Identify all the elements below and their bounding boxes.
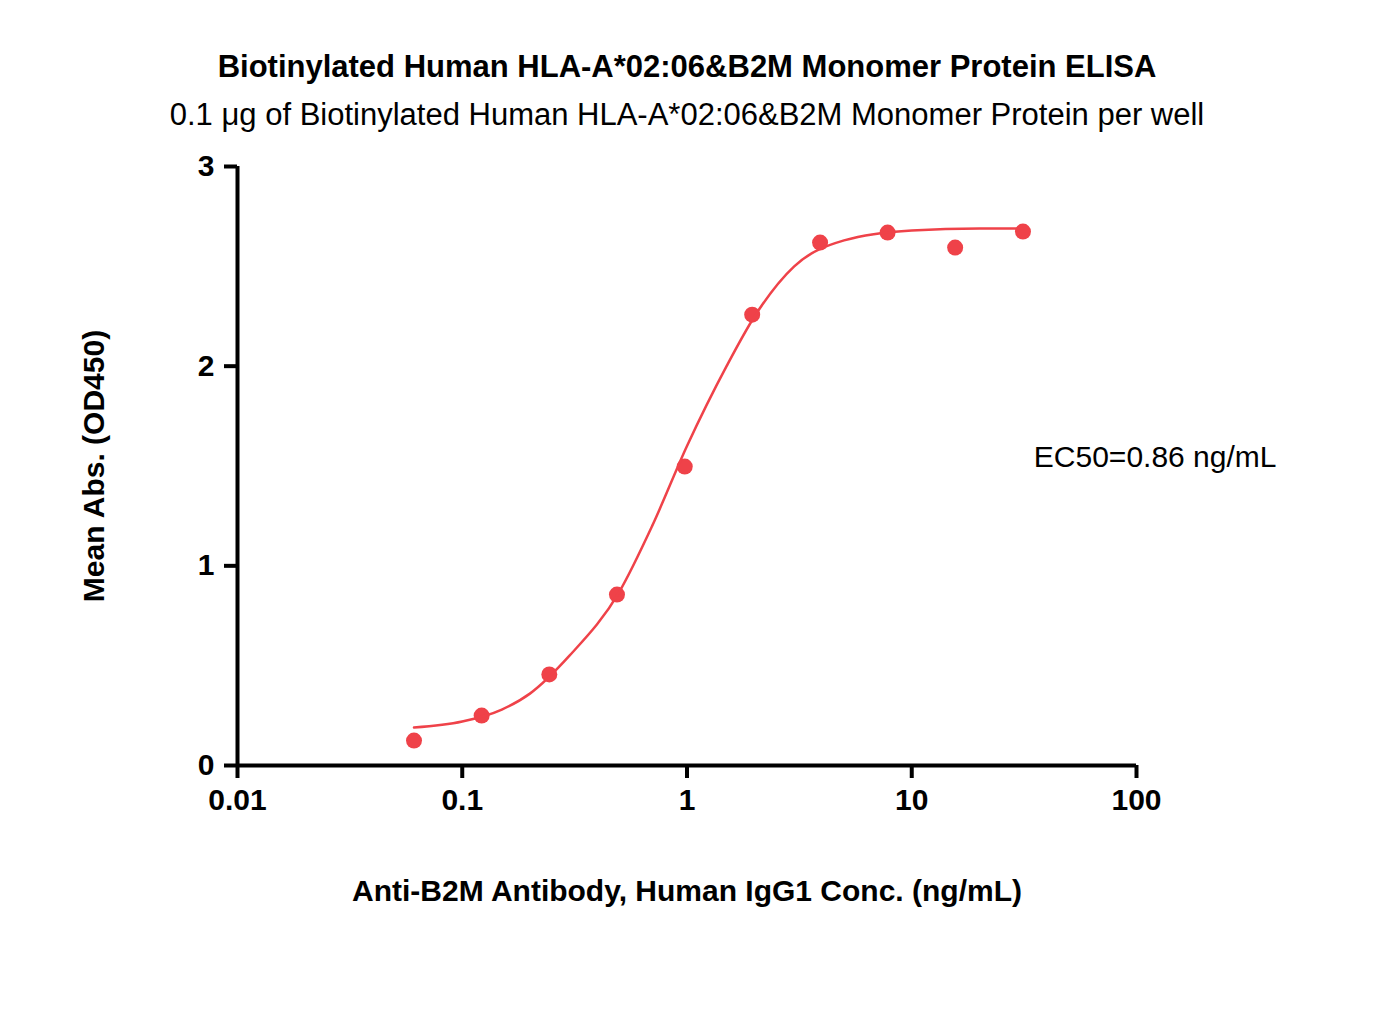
- svg-text:3: 3: [198, 149, 215, 182]
- svg-text:Mean Abs. (OD450): Mean Abs. (OD450): [77, 330, 110, 602]
- svg-text:2: 2: [198, 349, 215, 382]
- svg-text:1: 1: [198, 548, 215, 581]
- svg-text:10: 10: [895, 783, 928, 816]
- svg-text:EC50=0.86 ng/mL: EC50=0.86 ng/mL: [1034, 440, 1277, 473]
- svg-text:100: 100: [1111, 783, 1161, 816]
- svg-text:0.01: 0.01: [208, 783, 266, 816]
- svg-text:1: 1: [679, 783, 696, 816]
- svg-text:0.1: 0.1: [441, 783, 483, 816]
- html-text:0.1 μg of Biotinylated Human H: 0.1 μg of Biotinylated Human HLA-A*02:06…: [169, 97, 1205, 132]
- html-text:Biotinylated Human HLA-A*02:06: Biotinylated Human HLA-A*02:06&B2M Monom…: [217, 49, 1157, 84]
- svg-text:0: 0: [198, 748, 215, 781]
- svg-text:Anti-B2M Antibody, Human IgG1: Anti-B2M Antibody, Human IgG1 Conc. (ng/…: [352, 874, 1022, 907]
